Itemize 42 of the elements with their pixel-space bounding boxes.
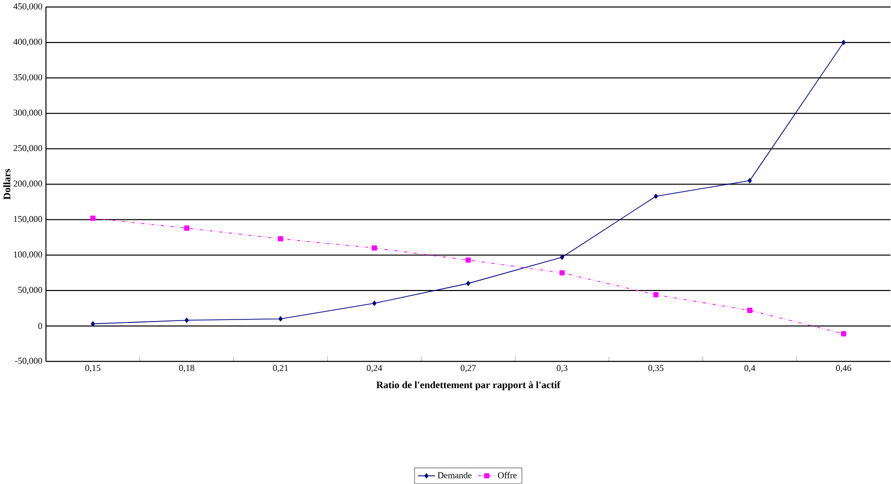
y-tick-label: 350,000 bbox=[14, 74, 42, 82]
y-tick-label: 150,000 bbox=[14, 216, 42, 224]
point bbox=[653, 292, 658, 298]
y-tick-label: 400,000 bbox=[13, 38, 42, 46]
y-tick-label: 250,000 bbox=[14, 145, 42, 152]
point bbox=[372, 300, 376, 306]
x-tick-label: 0,15 bbox=[85, 364, 100, 372]
x-tick-label: 0,27 bbox=[460, 364, 476, 372]
point bbox=[184, 226, 190, 231]
point bbox=[466, 280, 470, 286]
x-tick-label: 0,21 bbox=[273, 364, 288, 372]
x-tick-label: 0,35 bbox=[648, 364, 664, 372]
point bbox=[559, 270, 565, 276]
point bbox=[748, 178, 752, 184]
y-tick-label: 100,000 bbox=[14, 251, 42, 259]
point bbox=[466, 257, 471, 263]
y-tick-label: 50,000 bbox=[18, 286, 42, 294]
x-axis-title: Ratio de l'endettement par rapport à l'actif bbox=[376, 381, 560, 390]
point bbox=[90, 321, 95, 326]
x-tick-label: 0,24 bbox=[366, 364, 382, 372]
point bbox=[840, 331, 846, 336]
x-tick-label: 0,3 bbox=[556, 364, 568, 372]
x-tick-label: 0,46 bbox=[836, 364, 852, 372]
point bbox=[654, 194, 658, 199]
point bbox=[278, 236, 284, 242]
y-tick-label: 450,000 bbox=[13, 3, 42, 11]
y-tick-label: 200,000 bbox=[14, 180, 42, 188]
point bbox=[184, 318, 189, 323]
y-tick-label: -50,000 bbox=[15, 358, 42, 366]
x-tick-label: 0,18 bbox=[179, 364, 194, 372]
legend-label: Offre bbox=[498, 472, 517, 478]
point bbox=[90, 216, 96, 221]
x-tick-label: 0,4 bbox=[744, 364, 756, 372]
y-tick-label: 0 bbox=[38, 322, 42, 330]
y-axis-title: Dollars bbox=[3, 168, 10, 200]
point bbox=[842, 40, 846, 46]
point bbox=[747, 308, 752, 313]
y-tick-label: 300,000 bbox=[14, 110, 42, 118]
point bbox=[372, 245, 377, 251]
point bbox=[560, 254, 564, 260]
legend-label: Demande bbox=[438, 472, 472, 478]
point bbox=[278, 316, 283, 322]
